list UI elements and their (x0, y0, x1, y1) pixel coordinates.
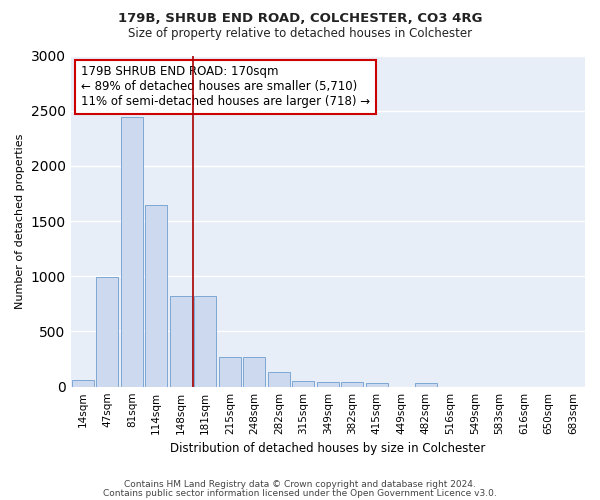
Bar (341, 382, 363, 386)
Text: Contains public sector information licensed under the Open Government Licence v3: Contains public sector information licen… (103, 488, 497, 498)
Bar (366, 383, 388, 386)
Y-axis label: Number of detached properties: Number of detached properties (15, 134, 25, 309)
Bar (96, 278, 118, 386)
Bar (72, 380, 94, 386)
Bar (121, 118, 143, 386)
Text: 179B, SHRUB END ROAD, COLCHESTER, CO3 4RG: 179B, SHRUB END ROAD, COLCHESTER, CO3 4R… (118, 12, 482, 26)
Bar (415, 384, 437, 386)
Bar (317, 382, 339, 386)
Bar (145, 204, 167, 386)
Bar (194, 296, 217, 386)
Bar (292, 380, 314, 386)
Bar (170, 296, 192, 386)
Text: Size of property relative to detached houses in Colchester: Size of property relative to detached ho… (128, 28, 472, 40)
Bar (268, 372, 290, 386)
Bar (243, 357, 265, 386)
X-axis label: Distribution of detached houses by size in Colchester: Distribution of detached houses by size … (170, 442, 485, 455)
Bar (219, 357, 241, 386)
Text: 179B SHRUB END ROAD: 170sqm
← 89% of detached houses are smaller (5,710)
11% of : 179B SHRUB END ROAD: 170sqm ← 89% of det… (81, 66, 370, 108)
Text: Contains HM Land Registry data © Crown copyright and database right 2024.: Contains HM Land Registry data © Crown c… (124, 480, 476, 489)
